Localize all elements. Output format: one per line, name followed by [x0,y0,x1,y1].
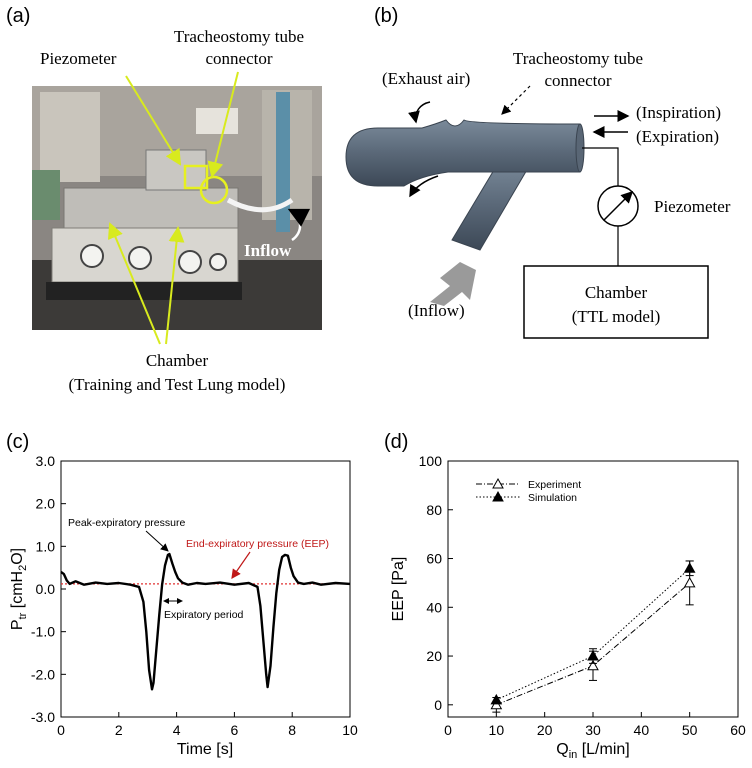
b-piezometer-label: Piezometer [654,197,731,216]
expiration-label: (Expiration) [636,127,719,146]
chart-d-ytick-label: 60 [426,551,442,567]
chart-d-ytick-label: 80 [426,502,442,518]
data-point-simulation [587,650,599,661]
chart-c-frame [60,460,351,718]
chamber-label-2: (Training and Test Lung model) [69,375,286,394]
eep-annotation: End-expiratory pressure (EEP) [186,538,329,550]
tube-connector-label-1: Tracheostomy tube [174,27,304,46]
chart-d-xlabel: Qin [L/min] [556,741,629,761]
chart-c-ylabel: Ptr [cmH2O] [9,548,29,630]
chart-d-plot [490,560,696,713]
chart-d-xtick-label: 0 [444,722,452,738]
chart-c-xtick-label: 10 [342,722,358,738]
panel-b: (b) (Exhaust air) Tracheostomy tube conn… [345,5,731,339]
chart-d-xtick-label: 60 [730,722,746,738]
b-inflow-label: (Inflow) [408,301,465,320]
chart-d-xaxis: 0 10 20 30 40 50 60 [444,712,746,738]
legend-simulation: Simulation [528,492,577,504]
chart-c-ytick-label: 3.0 [36,453,56,469]
data-point-experiment [587,659,599,671]
chart-d-xtick-label: 30 [585,722,601,738]
chart-c-yaxis: -3.0 -2.0 -1.0 0.0 1.0 2.0 3.0 [31,453,66,725]
chart-c-ytick-label: 1.0 [36,538,56,554]
chart-c-ytick-label: -1.0 [31,624,55,640]
data-point-simulation [490,693,503,705]
panel-c: (c) 0 2 4 6 8 10 -3.0 -2.0 -1.0 0.0 1.0 2.0 3.0 Tim… [6,431,358,758]
chart-d-ytick-label: 20 [426,648,442,664]
tube-connector-diagram [345,85,709,339]
chart-c-ytick-label: 2.0 [36,496,56,512]
chart-d-xtick-label: 20 [537,722,553,738]
chart-c-ytick-label: -3.0 [31,709,55,725]
chart-c-xlabel: Time [s] [177,741,233,758]
chart-c-xtick-label: 8 [288,722,296,738]
chart-d-ytick-label: 40 [426,599,442,615]
chart-d-ytick-label: 100 [419,453,443,469]
piezometer-label: Piezometer [40,49,117,68]
chart-d-legend: Experiment Simulation [476,477,581,504]
inspiration-label: (Inspiration) [636,103,721,122]
b-chamber-label-1: Chamber [585,283,648,302]
chart-c-xtick-label: 6 [231,722,239,738]
chart-d-ylabel: EEP [Pa] [390,557,407,622]
chart-c-xtick-label: 4 [173,722,181,738]
b-tube-connector-label-2: connector [544,71,611,90]
chart-d-xtick-label: 40 [634,722,650,738]
panel-d: (d) 0 10 20 30 40 50 60 0 20 40 60 80 100 Experimen… [384,431,746,761]
legend-experiment: Experiment [528,479,581,491]
panel-d-label: (d) [384,431,408,453]
b-tube-connector-label-1: Tracheostomy tube [513,49,643,68]
exhaust-label: (Exhaust air) [382,69,470,88]
chart-d-xtick-label: 10 [489,722,505,738]
panel-c-label: (c) [6,431,29,453]
data-point-experiment [683,576,696,588]
chart-c-xaxis: 0 2 4 6 8 10 [57,712,358,738]
chart-d-yaxis: 0 20 40 60 80 100 [419,453,453,713]
panel-b-label: (b) [374,5,398,27]
expiratory-period-annotation: Expiratory period [164,609,244,621]
legend-simulation-marker [492,490,504,502]
chart-c-plot [60,552,351,691]
chart-c-xtick-label: 0 [57,722,65,738]
data-point-simulation [683,562,696,573]
pressure-trace [60,552,351,691]
chart-c-ytick-label: 0.0 [36,581,56,597]
panel-a: (a) [6,5,322,394]
chart-d-xtick-label: 50 [682,722,698,738]
inflow-photo-label: Inflow [244,241,292,260]
peak-pressure-annotation: Peak-expiratory pressure [68,517,185,529]
b-chamber-label-2: (TTL model) [572,307,661,326]
tube-connector-label-2: connector [205,49,272,68]
chart-c-ytick-label: -2.0 [31,666,55,682]
chamber-label-1: Chamber [146,351,209,370]
chart-c-xtick-label: 2 [115,722,123,738]
device-photo [32,71,322,345]
chart-d-ytick-label: 0 [434,697,442,713]
legend-experiment-marker [492,477,504,489]
panel-a-label: (a) [6,5,30,27]
